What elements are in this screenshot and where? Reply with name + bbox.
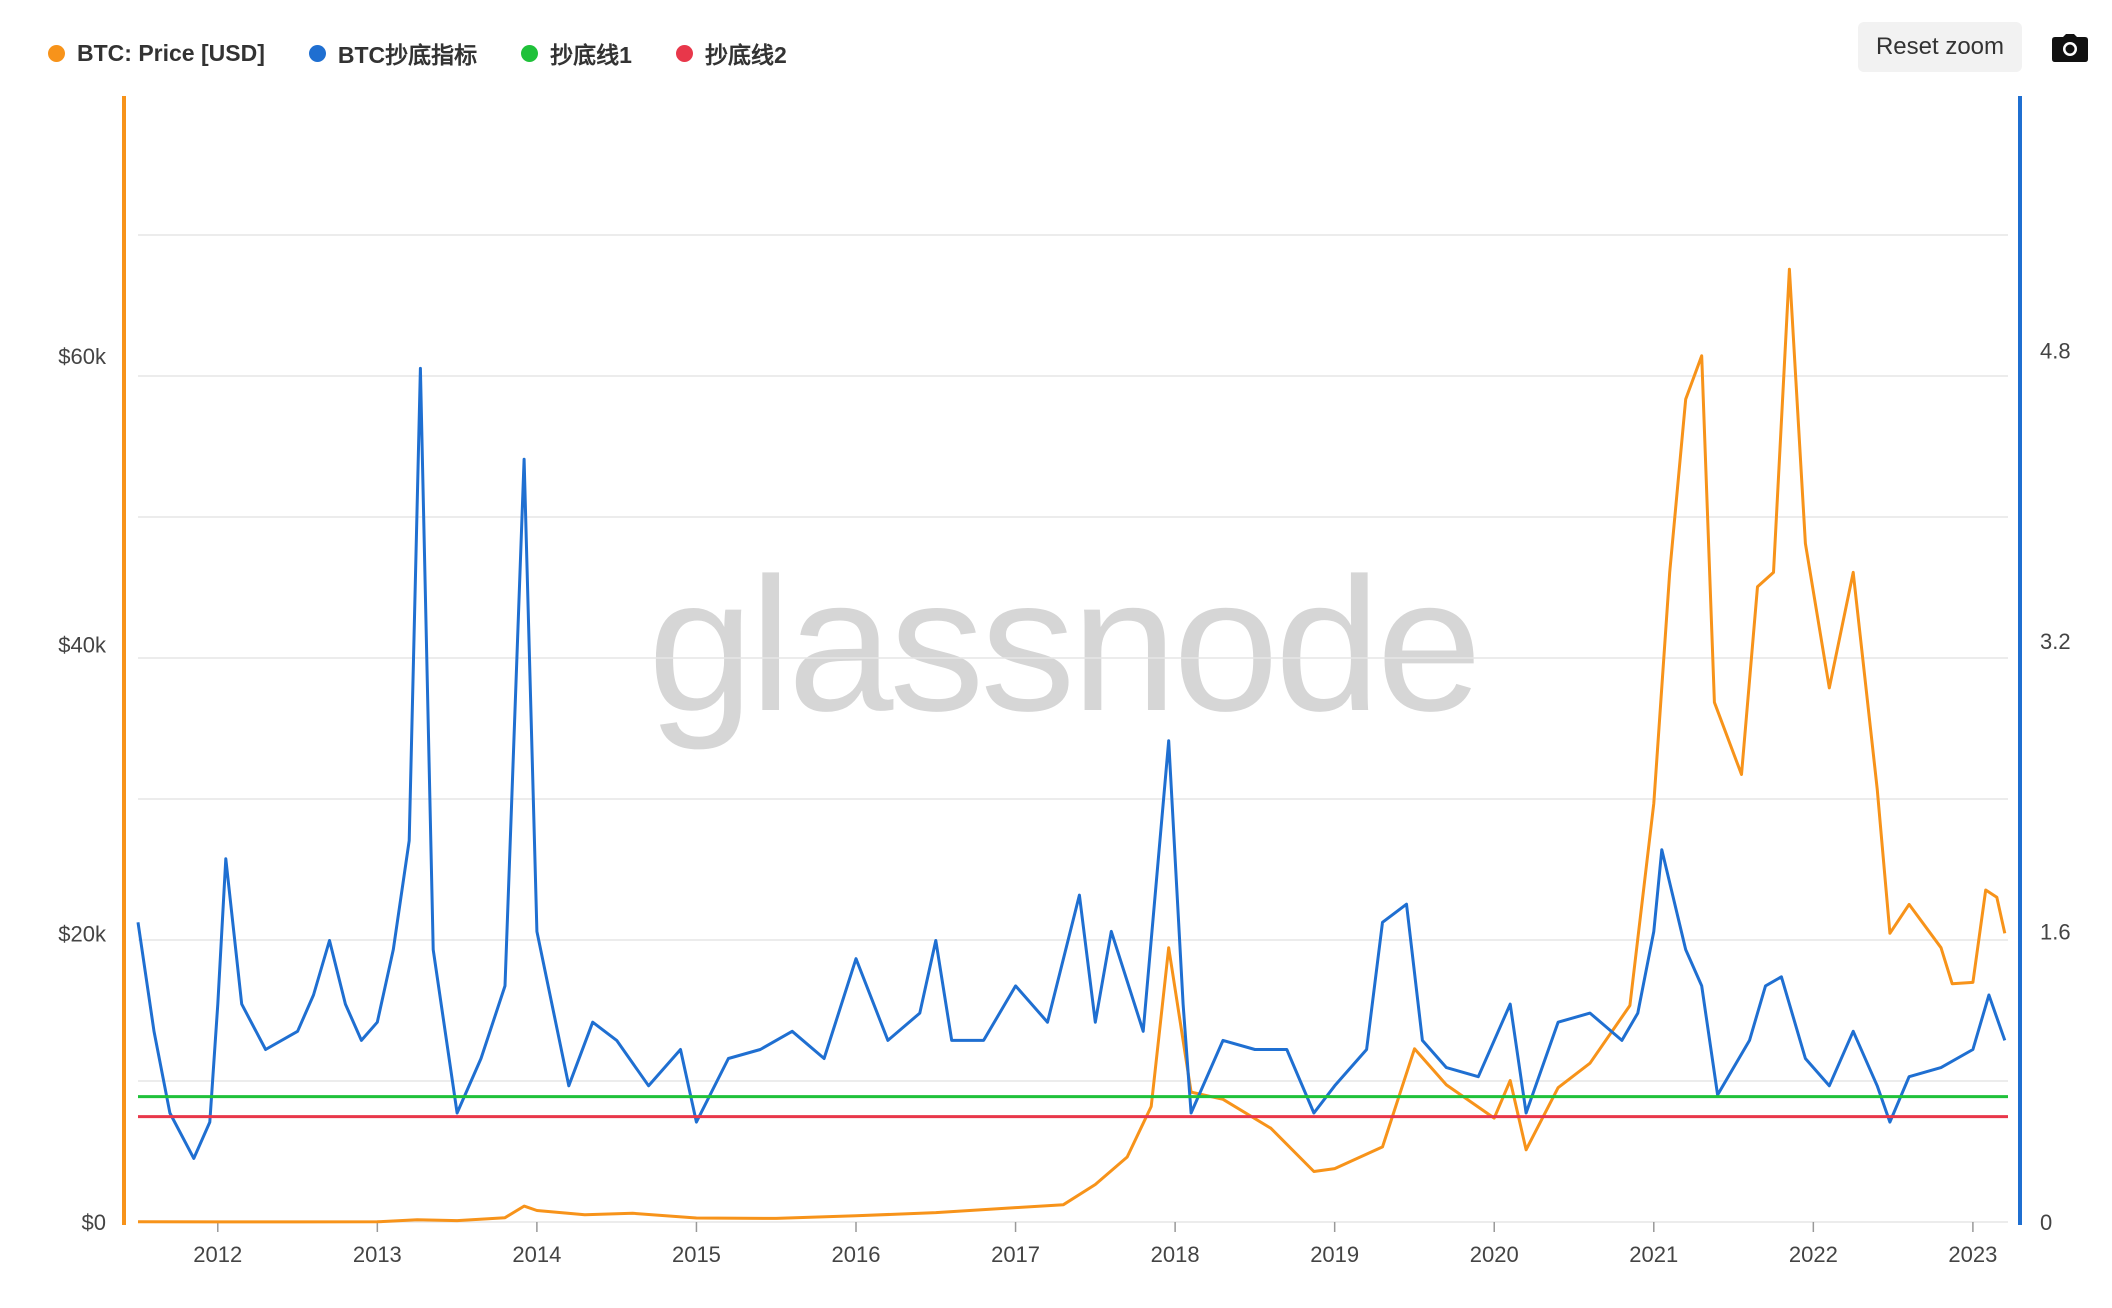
legend-label: BTC抄底指标 [337,42,478,68]
x-tick-label: 2014 [512,1242,561,1267]
series-line-0 [137,267,2007,1224]
x-tick-label: 2015 [672,1242,721,1267]
series-line-1 [136,366,2007,1160]
x-tick-label: 2022 [1789,1242,1838,1267]
x-tick-label: 2023 [1948,1242,1997,1267]
chart-legend: BTC: Price [USD] BTC抄底指标 抄底线1 抄底线2 [48,36,787,70]
legend-dot [521,44,539,62]
series-layer [136,267,2008,1224]
left-axis-ticks: $0 $20k $40k $60k [58,344,107,1235]
legend-label: 抄底线1 [550,42,632,68]
right-tick-label: 4.8 [2040,338,2071,363]
legend-dot [675,44,693,62]
left-tick-label: $0 [82,1210,106,1235]
legend-item-bottom-indicator[interactable]: BTC抄底指标 [308,36,478,70]
left-tick-label: $60k [58,344,107,369]
legend-label: BTC: Price [USD] [77,39,265,66]
left-tick-label: $40k [58,633,107,658]
reset-zoom-button[interactable]: Reset zoom [1858,22,2022,72]
legend-label: 抄底线2 [704,42,787,68]
x-tick-label: 2021 [1629,1242,1678,1267]
x-tick-label: 2012 [193,1242,242,1267]
x-tick-label: 2019 [1310,1242,1359,1267]
x-tick-label: 2016 [832,1242,881,1267]
x-tick-label: 2020 [1470,1242,1519,1267]
right-axis-ticks: 0 1.6 3.2 4.8 [2040,338,2071,1235]
x-axis-ticks: 2012 2013 2014 2015 2016 2017 2018 2019 2020 2021… [193,1222,1997,1267]
left-tick-label: $20k [58,921,107,946]
x-tick-label: 2013 [353,1242,402,1267]
legend-item-btc-price[interactable]: BTC: Price [USD] [48,36,265,70]
grid-lines [138,234,2008,1223]
legend-dot [48,44,65,62]
camera-icon[interactable] [2052,34,2088,62]
legend-dot [308,44,326,62]
right-tick-label: 3.2 [2040,629,2071,654]
right-tick-label: 1.6 [2040,919,2071,944]
x-tick-label: 2017 [991,1242,1040,1267]
watermark-text: glassnode [648,539,1478,751]
legend-item-bottom-line-2[interactable]: 抄底线2 [675,36,787,70]
legend-item-bottom-line-1[interactable]: 抄底线1 [521,36,632,70]
right-tick-label: 0 [2040,1210,2052,1235]
x-tick-label: 2018 [1151,1242,1200,1267]
